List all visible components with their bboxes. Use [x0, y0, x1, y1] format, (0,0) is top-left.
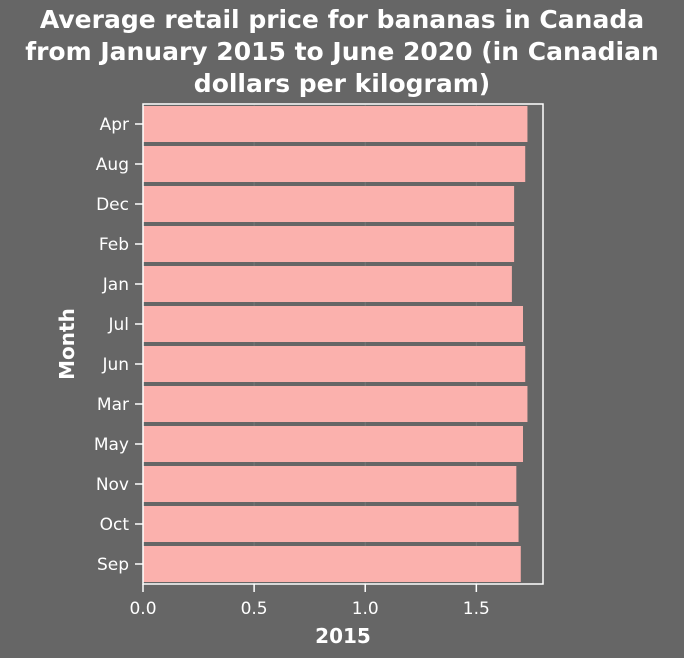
y-axis-title: Month — [55, 308, 79, 380]
y-tick-label: Jul — [107, 315, 129, 335]
x-tick-label: 1.0 — [352, 599, 379, 619]
bar-feb — [143, 226, 515, 262]
x-axis-ticks: 0.0 0.5 1.0 1.5 — [129, 584, 490, 619]
bar-dec — [143, 186, 515, 222]
chart-title: Average retail price for bananas in Cana… — [0, 4, 684, 100]
y-tick-label: Aug — [96, 155, 129, 175]
chart-title-line-3: dollars per kilogram) — [193, 69, 491, 98]
y-tick-label: Dec — [96, 195, 129, 215]
bar-nov — [143, 466, 517, 502]
plot-frame — [142, 103, 544, 585]
y-tick-label: Feb — [99, 235, 129, 255]
y-tick-label: Mar — [97, 395, 129, 415]
y-tick-label: Sep — [97, 555, 129, 575]
x-tick-label: 0.5 — [241, 599, 268, 619]
bar-mar — [143, 386, 528, 422]
x-tick-label: 1.5 — [463, 599, 490, 619]
y-tick-label: Apr — [100, 115, 129, 135]
y-tick-label: May — [94, 435, 129, 455]
y-tick-label: Jan — [102, 275, 129, 295]
x-tick-label: 0.0 — [129, 599, 156, 619]
bars — [143, 106, 528, 582]
bar-sep — [143, 546, 521, 582]
x-axis-title: 2015 — [315, 624, 371, 648]
y-axis-ticks: Apr Aug Dec Feb Jan Jul Jun Mar May Nov Oct Sep — [94, 115, 143, 575]
bar-apr — [143, 106, 528, 142]
bar-jun — [143, 346, 526, 382]
bar-may — [143, 426, 523, 462]
bar-oct — [143, 506, 519, 542]
bar-jul — [143, 306, 523, 342]
y-tick-label: Nov — [96, 475, 129, 495]
chart-title-line-2: from January 2015 to June 2020 (in Canad… — [25, 37, 659, 66]
y-tick-label: Oct — [100, 515, 130, 535]
chart-title-line-1: Average retail price for bananas in Cana… — [39, 5, 645, 34]
bar-jan — [143, 266, 512, 302]
y-tick-label: Jun — [101, 355, 129, 375]
bar-aug — [143, 146, 526, 182]
